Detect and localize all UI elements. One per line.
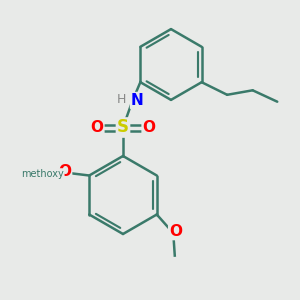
Text: S: S bbox=[117, 118, 129, 136]
Text: O: O bbox=[142, 120, 156, 135]
Text: O: O bbox=[169, 224, 182, 239]
Text: N: N bbox=[131, 93, 144, 108]
Text: O: O bbox=[90, 120, 104, 135]
Text: methoxy: methoxy bbox=[21, 169, 64, 179]
Text: H: H bbox=[117, 93, 126, 106]
Text: O: O bbox=[58, 164, 71, 178]
